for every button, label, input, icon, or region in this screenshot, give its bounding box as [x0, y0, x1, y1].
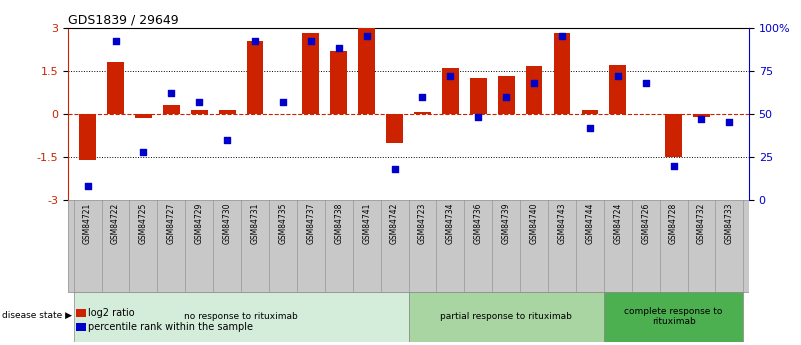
Text: GSM84739: GSM84739 — [501, 203, 511, 244]
Bar — [693, 114, 710, 117]
Bar — [303, 33, 320, 114]
Text: GDS1839 / 29649: GDS1839 / 29649 — [68, 13, 179, 27]
Bar — [247, 41, 264, 114]
Point — [556, 33, 569, 39]
Bar — [386, 114, 403, 142]
Text: GSM84733: GSM84733 — [725, 203, 734, 244]
Point — [221, 137, 234, 142]
Point — [388, 166, 401, 172]
Point — [695, 116, 708, 122]
Text: complete response to
rituximab: complete response to rituximab — [625, 307, 723, 326]
Point — [639, 80, 652, 86]
Bar — [358, 28, 375, 114]
Point — [109, 39, 122, 44]
Point — [528, 80, 541, 86]
Text: partial response to rituximab: partial response to rituximab — [441, 312, 572, 321]
Bar — [79, 114, 96, 160]
Text: GSM84723: GSM84723 — [418, 203, 427, 244]
Text: no response to rituximab: no response to rituximab — [184, 312, 298, 321]
Point — [444, 73, 457, 79]
Point — [193, 99, 206, 105]
Point — [472, 115, 485, 120]
Point — [304, 39, 317, 44]
Bar — [135, 114, 152, 118]
Bar — [553, 33, 570, 114]
Text: GSM84724: GSM84724 — [614, 203, 622, 244]
Point — [583, 125, 596, 130]
Bar — [74, 292, 409, 342]
Text: GSM84737: GSM84737 — [306, 203, 316, 244]
Text: GSM84738: GSM84738 — [334, 203, 344, 244]
Point — [332, 46, 345, 51]
Point — [276, 99, 289, 105]
Text: GSM84730: GSM84730 — [223, 203, 231, 244]
Bar — [582, 110, 598, 114]
Text: GSM84735: GSM84735 — [279, 203, 288, 244]
Text: log2 ratio: log2 ratio — [88, 308, 135, 318]
Bar — [163, 105, 179, 114]
Bar — [470, 78, 487, 114]
Bar — [219, 110, 235, 114]
Text: GSM84729: GSM84729 — [195, 203, 203, 244]
Point — [137, 149, 150, 155]
Text: GSM84732: GSM84732 — [697, 203, 706, 244]
Bar — [604, 292, 743, 342]
Text: GSM84727: GSM84727 — [167, 203, 176, 244]
Text: GSM84725: GSM84725 — [139, 203, 148, 244]
Point — [500, 94, 513, 99]
Point — [667, 163, 680, 168]
Text: GSM84721: GSM84721 — [83, 203, 92, 244]
Bar — [525, 66, 542, 114]
Text: GSM84734: GSM84734 — [446, 203, 455, 244]
Bar — [610, 65, 626, 114]
Point — [81, 184, 94, 189]
Point — [723, 120, 736, 125]
Text: GSM84742: GSM84742 — [390, 203, 399, 244]
Text: GSM84722: GSM84722 — [111, 203, 120, 244]
Text: GSM84741: GSM84741 — [362, 203, 371, 244]
Text: GSM84743: GSM84743 — [557, 203, 566, 244]
Bar — [497, 77, 514, 114]
Bar — [665, 114, 682, 157]
Text: percentile rank within the sample: percentile rank within the sample — [88, 322, 253, 332]
Text: GSM84740: GSM84740 — [529, 203, 538, 244]
Bar — [409, 292, 604, 342]
Bar — [107, 62, 124, 114]
Bar — [414, 111, 431, 114]
Text: GSM84728: GSM84728 — [669, 203, 678, 244]
Bar — [191, 110, 207, 114]
Point — [416, 94, 429, 99]
Point — [360, 33, 373, 39]
Point — [248, 39, 261, 44]
Bar — [68, 200, 749, 292]
Bar — [442, 68, 459, 114]
Text: disease state ▶: disease state ▶ — [2, 310, 71, 319]
Text: GSM84731: GSM84731 — [251, 203, 260, 244]
Point — [165, 90, 178, 96]
Text: GSM84736: GSM84736 — [473, 203, 483, 244]
Point — [611, 73, 624, 79]
Text: GSM84744: GSM84744 — [586, 203, 594, 244]
Text: GSM84726: GSM84726 — [641, 203, 650, 244]
Bar — [330, 51, 347, 114]
